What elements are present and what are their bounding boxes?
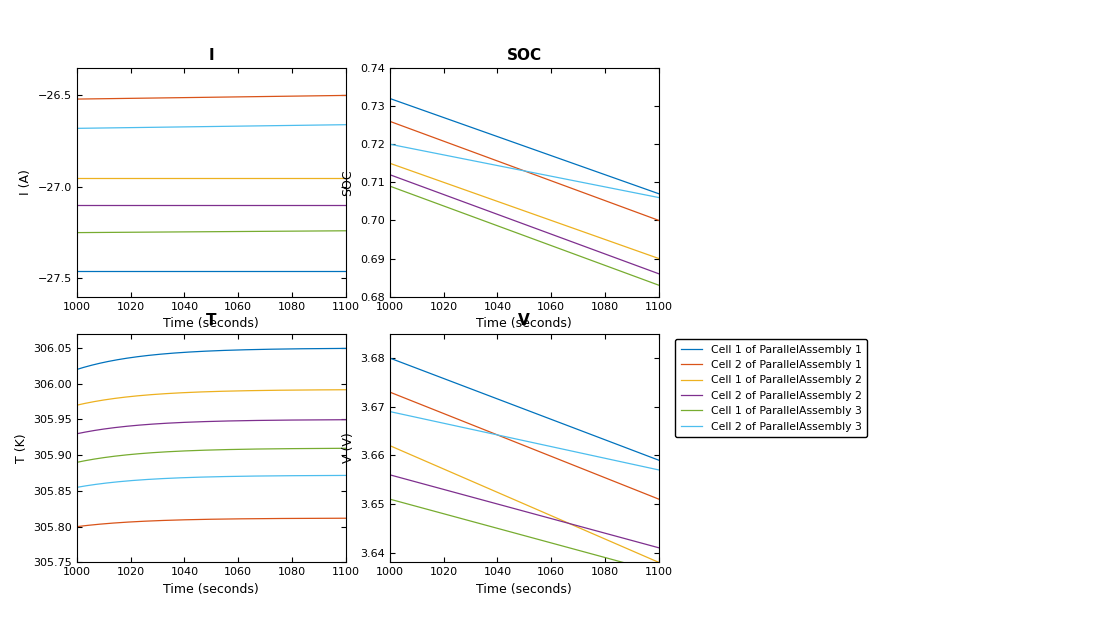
Cell 2 of ParallelAssembly 3 — [394, 410, 407, 418]
Cell 1 of ParallelAssembly 3 — [629, 562, 642, 570]
Line: Cell 1 of ParallelAssembly 3: Cell 1 of ParallelAssembly 3 — [390, 499, 659, 572]
X-axis label: Time (seconds): Time (seconds) — [477, 317, 572, 330]
Cell 1 of ParallelAssembly 3 — [400, 500, 413, 507]
Cell 1 of ParallelAssembly 2 — [455, 473, 468, 480]
Y-axis label: V (V): V (V) — [341, 433, 355, 464]
Cell 2 of ParallelAssembly 2 — [383, 471, 396, 478]
Cell 2 of ParallelAssembly 2 — [455, 491, 468, 498]
Title: I: I — [209, 48, 214, 62]
Cell 2 of ParallelAssembly 1 — [652, 496, 665, 503]
Cell 1 of ParallelAssembly 2 — [394, 447, 407, 454]
Cell 2 of ParallelAssembly 2 — [400, 475, 413, 483]
X-axis label: Time (seconds): Time (seconds) — [164, 317, 259, 330]
Cell 1 of ParallelAssembly 1 — [400, 360, 413, 368]
Line: Cell 2 of ParallelAssembly 1: Cell 2 of ParallelAssembly 1 — [390, 392, 659, 499]
X-axis label: Time (seconds): Time (seconds) — [477, 583, 572, 596]
Cell 1 of ParallelAssembly 2 — [434, 464, 447, 471]
Cell 1 of ParallelAssembly 2 — [400, 449, 413, 456]
Cell 2 of ParallelAssembly 3 — [455, 423, 468, 431]
Y-axis label: T (K): T (K) — [14, 433, 27, 463]
Line: Cell 2 of ParallelAssembly 2: Cell 2 of ParallelAssembly 2 — [390, 475, 659, 548]
Cell 1 of ParallelAssembly 1 — [434, 373, 447, 381]
Cell 2 of ParallelAssembly 2 — [629, 538, 642, 545]
Cell 1 of ParallelAssembly 1 — [639, 451, 652, 459]
Cell 1 of ParallelAssembly 1 — [455, 381, 468, 389]
Cell 2 of ParallelAssembly 1 — [629, 486, 642, 494]
Cell 1 of ParallelAssembly 1 — [652, 457, 665, 464]
Cell 1 of ParallelAssembly 2 — [629, 549, 642, 556]
Cell 1 of ParallelAssembly 1 — [629, 448, 642, 455]
Cell 1 of ParallelAssembly 3 — [455, 515, 468, 522]
Line: Cell 1 of ParallelAssembly 1: Cell 1 of ParallelAssembly 1 — [390, 358, 659, 460]
Cell 2 of ParallelAssembly 2 — [652, 544, 665, 551]
Cell 2 of ParallelAssembly 2 — [639, 540, 652, 548]
X-axis label: Time (seconds): Time (seconds) — [164, 583, 259, 596]
Cell 1 of ParallelAssembly 3 — [394, 498, 407, 506]
Line: Cell 2 of ParallelAssembly 3: Cell 2 of ParallelAssembly 3 — [390, 412, 659, 470]
Cell 2 of ParallelAssembly 2 — [394, 474, 407, 481]
Cell 1 of ParallelAssembly 3 — [652, 569, 665, 576]
Title: T: T — [206, 313, 216, 328]
Cell 2 of ParallelAssembly 3 — [652, 466, 665, 473]
Cell 2 of ParallelAssembly 2 — [434, 485, 447, 492]
Cell 2 of ParallelAssembly 1 — [383, 388, 396, 396]
Cell 1 of ParallelAssembly 2 — [639, 553, 652, 561]
Y-axis label: I (A): I (A) — [19, 169, 32, 195]
Cell 1 of ParallelAssembly 1 — [394, 358, 407, 366]
Y-axis label: SOC: SOC — [341, 169, 355, 196]
Title: V: V — [518, 313, 530, 328]
Cell 1 of ParallelAssembly 3 — [383, 496, 396, 503]
Cell 2 of ParallelAssembly 3 — [639, 464, 652, 471]
Cell 2 of ParallelAssembly 3 — [383, 408, 396, 415]
Cell 2 of ParallelAssembly 3 — [629, 461, 642, 468]
Cell 1 of ParallelAssembly 2 — [383, 442, 396, 449]
Cell 2 of ParallelAssembly 1 — [639, 490, 652, 497]
Cell 1 of ParallelAssembly 3 — [639, 565, 652, 572]
Cell 1 of ParallelAssembly 2 — [652, 559, 665, 566]
Cell 1 of ParallelAssembly 1 — [383, 354, 396, 362]
Cell 2 of ParallelAssembly 1 — [394, 392, 407, 400]
Cell 2 of ParallelAssembly 3 — [400, 412, 413, 419]
Cell 2 of ParallelAssembly 1 — [455, 417, 468, 425]
Cell 2 of ParallelAssembly 1 — [434, 408, 447, 416]
Cell 2 of ParallelAssembly 3 — [434, 419, 447, 426]
Title: SOC: SOC — [507, 48, 541, 62]
Legend: Cell 1 of ParallelAssembly 1, Cell 2 of ParallelAssembly 1, Cell 1 of ParallelAs: Cell 1 of ParallelAssembly 1, Cell 2 of … — [675, 339, 867, 437]
Cell 2 of ParallelAssembly 1 — [400, 395, 413, 402]
Cell 1 of ParallelAssembly 3 — [434, 509, 447, 517]
Line: Cell 1 of ParallelAssembly 2: Cell 1 of ParallelAssembly 2 — [390, 446, 659, 562]
